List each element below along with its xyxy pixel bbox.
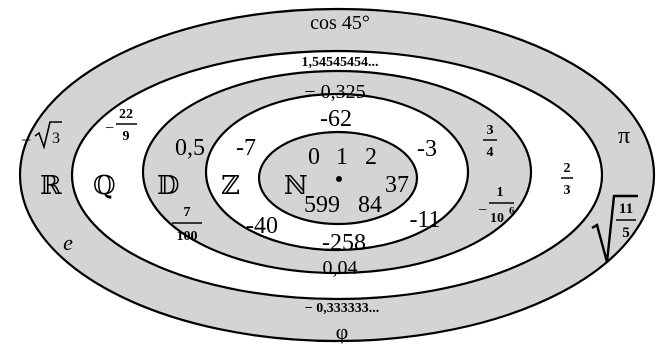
r-phi: φ bbox=[336, 319, 349, 344]
d-seven-hundredths-den: 100 bbox=[177, 229, 198, 244]
q-two-thirds: 2 3 bbox=[561, 161, 573, 198]
q-two-thirds-den: 3 bbox=[564, 183, 571, 198]
d-three-quarters-num: 3 bbox=[487, 123, 494, 138]
n-599: 599 bbox=[304, 192, 340, 218]
set-N-symbol: ℕ bbox=[284, 171, 308, 201]
d-neg-0325: − 0,325 bbox=[304, 81, 365, 103]
r-sqrt-11-5-num: 11 bbox=[619, 201, 633, 217]
z-n11: -11 bbox=[409, 207, 440, 233]
r-sqrt-11-5: 11 5 bbox=[591, 194, 638, 263]
z-n258: -258 bbox=[322, 230, 366, 256]
n-one: 1 bbox=[336, 144, 348, 170]
q-two-thirds-num: 2 bbox=[564, 161, 571, 176]
set-R-symbol: ℝ bbox=[40, 171, 62, 201]
set-Z-symbol: ℤ bbox=[221, 171, 240, 201]
z-n40: -40 bbox=[246, 213, 278, 239]
d-neg-1e6-num: 1 bbox=[497, 185, 504, 200]
d-half: 0,5 bbox=[175, 135, 205, 161]
q-neg-third: − 0,333333... bbox=[305, 301, 379, 316]
n-84: 84 bbox=[358, 192, 382, 218]
r-pi: π bbox=[618, 123, 630, 149]
d-seven-hundredths-num: 7 bbox=[184, 205, 191, 220]
n-two: 2 bbox=[365, 144, 377, 170]
r-sqrt3-arg: 3 bbox=[52, 130, 60, 147]
set-D-symbol: 𝔻 bbox=[157, 171, 180, 201]
d-neg-1e6: − 1 10 6 bbox=[478, 185, 515, 226]
set-Q-symbol: ℚ bbox=[93, 171, 116, 201]
q-neg-22-9: − 22 9 bbox=[105, 107, 137, 144]
q-neg-22-9-num: 22 bbox=[119, 107, 133, 122]
d-seven-hundredths: 7 100 bbox=[172, 205, 202, 244]
q-neg-22-9-den: 9 bbox=[123, 129, 130, 144]
d-neg-1e6-exp: 6 bbox=[509, 205, 515, 217]
n-zero: 0 bbox=[308, 144, 320, 170]
q-neg-22-9-sign: − bbox=[105, 120, 114, 137]
d-three-quarters-den: 4 bbox=[487, 145, 494, 160]
z-n3: -3 bbox=[417, 136, 437, 162]
sqrt-11-5-radical bbox=[591, 194, 638, 263]
r-e: e bbox=[63, 230, 73, 255]
r-cos45: cos 45° bbox=[310, 12, 370, 34]
r-sqrt-11-5-den: 5 bbox=[622, 225, 630, 241]
sqrt3-radical bbox=[34, 121, 62, 150]
d-three-quarters: 3 4 bbox=[483, 123, 497, 160]
z-n62: -62 bbox=[320, 106, 352, 132]
r-neg-sqrt3-sign: − bbox=[21, 130, 31, 150]
r-neg-sqrt3: − 3 bbox=[21, 121, 62, 150]
d-neg-1e6-sign: − bbox=[478, 202, 487, 219]
d-neg-1e6-den: 10 bbox=[490, 211, 504, 226]
d-004: 0,04 bbox=[323, 257, 358, 279]
q-repeating: 1,54545454... bbox=[302, 55, 379, 70]
n-37: 37 bbox=[385, 172, 409, 198]
center-dot bbox=[336, 176, 342, 182]
z-n7: -7 bbox=[236, 135, 256, 161]
